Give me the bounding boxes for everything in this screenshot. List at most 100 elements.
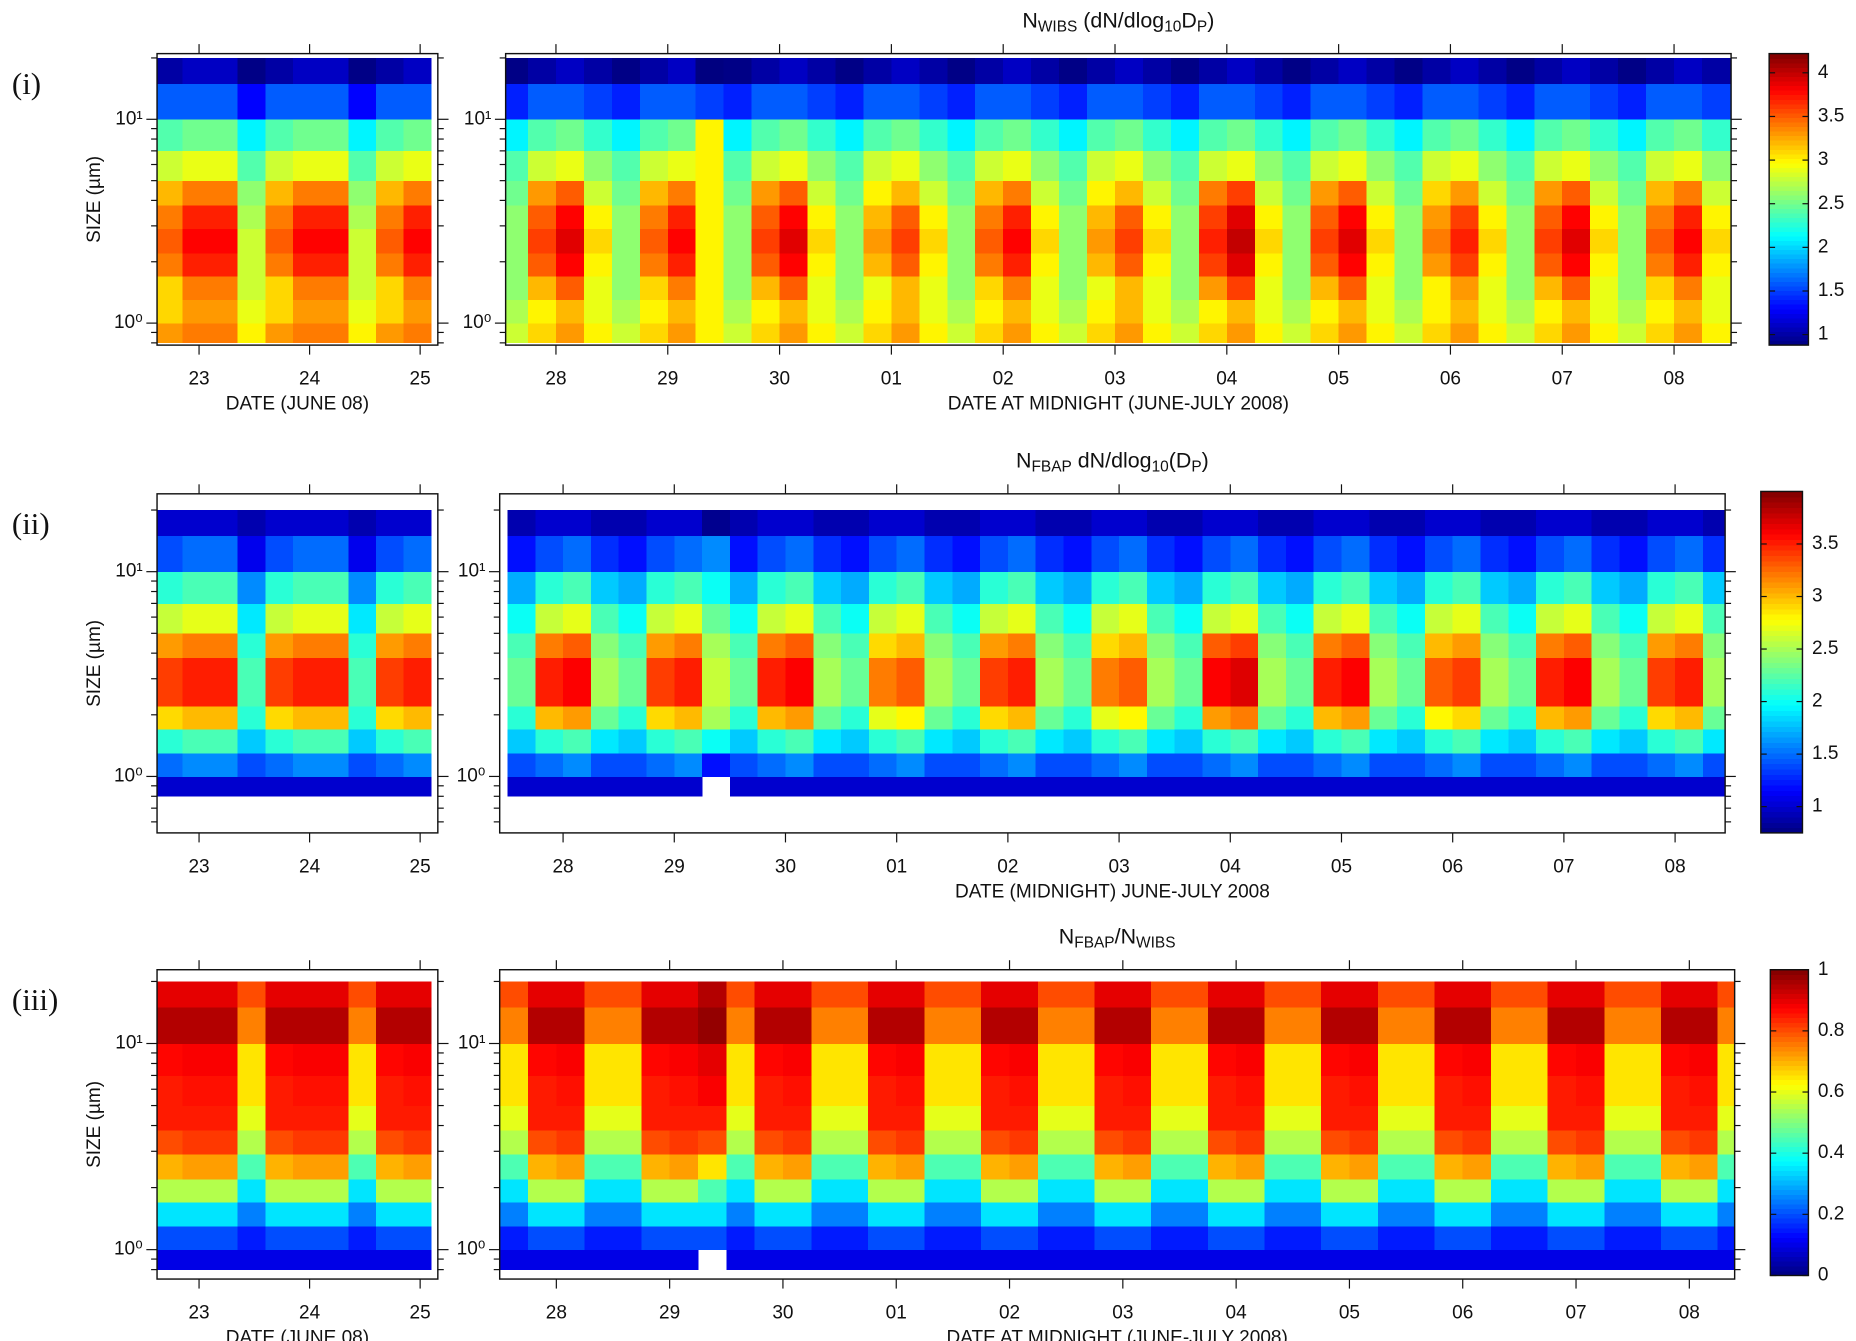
heatmap-cell xyxy=(811,1007,840,1044)
axes-frame xyxy=(498,493,1726,834)
heatmap-cell xyxy=(1702,323,1731,344)
heatmap-cell xyxy=(1321,981,1350,1008)
heatmap-cell xyxy=(726,1007,755,1044)
heatmap-cell xyxy=(1406,1075,1435,1106)
heatmap-cell xyxy=(293,981,322,1008)
heatmap-cell xyxy=(1091,571,1120,604)
heatmap-cell xyxy=(1091,510,1120,536)
title-part: dN/dlog xyxy=(1072,448,1152,472)
heatmap-cell xyxy=(210,633,239,659)
heatmap-cell xyxy=(1547,1007,1577,1044)
heatmap-cell xyxy=(157,1249,183,1270)
heatmap-cell xyxy=(1491,1007,1520,1044)
heatmap-cell xyxy=(611,253,641,277)
heatmap-cell xyxy=(1366,204,1395,230)
heatmap-cell xyxy=(403,1075,432,1106)
heatmap-cell xyxy=(1338,276,1367,301)
colorbar-step xyxy=(1769,203,1809,210)
x-tick-label: 28 xyxy=(545,369,566,390)
colorbar-step xyxy=(1760,550,1803,557)
colorbar-step xyxy=(1760,784,1803,791)
heatmap-cell xyxy=(499,1249,529,1270)
heatmap-cell xyxy=(1059,83,1088,120)
x-tick-label: 23 xyxy=(188,1303,209,1324)
heatmap-cell xyxy=(751,150,780,182)
heatmap-cell xyxy=(754,981,784,1008)
heatmap-cell xyxy=(1480,657,1509,683)
heatmap-cell xyxy=(667,204,697,230)
heatmap-cell xyxy=(182,729,211,754)
heatmap-cell xyxy=(1009,1154,1039,1180)
heatmap-cell xyxy=(348,1007,377,1044)
heatmap-cell xyxy=(811,1154,840,1180)
title-part: WIBS xyxy=(1038,19,1078,36)
heatmap-cell xyxy=(1491,1105,1520,1131)
heatmap-cell xyxy=(1675,681,1704,707)
heatmap-cell xyxy=(1122,981,1152,1008)
title-part: (dN/dlog xyxy=(1077,8,1164,32)
heatmap-cell xyxy=(1674,150,1703,182)
heatmap-cell xyxy=(841,706,870,730)
heatmap-cell xyxy=(528,83,557,120)
heatmap-cell xyxy=(375,1007,404,1044)
title-part: 10 xyxy=(1152,459,1169,476)
heatmap-cell xyxy=(1491,1179,1520,1203)
heatmap-cell xyxy=(612,1154,642,1180)
heatmap-cell xyxy=(924,1105,954,1131)
heatmap-cell xyxy=(1202,633,1231,659)
heatmap-cell xyxy=(867,1007,897,1044)
heatmap-cell xyxy=(1536,510,1565,536)
heatmap-cell xyxy=(1264,1249,1294,1270)
heatmap-cell xyxy=(265,729,294,754)
heatmap-cell xyxy=(785,729,814,754)
heatmap-cell xyxy=(1059,299,1088,324)
heatmap-cell xyxy=(1397,776,1426,797)
heatmap-cell xyxy=(320,1202,349,1227)
heatmap-cell xyxy=(265,1007,294,1044)
heatmap-cell xyxy=(157,276,183,301)
heatmap-cell xyxy=(867,1043,897,1076)
heatmap-cell xyxy=(320,535,349,573)
heatmap-cell xyxy=(1122,1075,1152,1106)
heatmap-cell xyxy=(1066,1130,1095,1155)
heatmap-cell xyxy=(157,729,183,754)
colorbar-step xyxy=(1770,1208,1809,1214)
heatmap-cell xyxy=(726,1105,755,1131)
heatmap-cell xyxy=(1122,1130,1152,1155)
heatmap-cell xyxy=(1519,1007,1549,1044)
heatmap-cell xyxy=(1142,323,1172,344)
heatmap-cell xyxy=(584,1075,614,1106)
heatmap-cell xyxy=(1349,1130,1379,1155)
heatmap-cell xyxy=(1534,253,1563,277)
heatmap-cell xyxy=(1310,276,1339,301)
heatmap-cell xyxy=(157,180,183,206)
heatmap-cell xyxy=(952,657,981,683)
heatmap-cell xyxy=(868,571,898,604)
heatmap-cell xyxy=(729,657,759,683)
colorbar-step xyxy=(1769,158,1809,164)
heatmap-cell xyxy=(952,981,982,1008)
heatmap-cell xyxy=(1063,706,1092,730)
heatmap-cell xyxy=(1282,83,1312,120)
heatmap-cell xyxy=(375,681,404,707)
heatmap-cell xyxy=(1142,253,1172,277)
heatmap-cell xyxy=(1506,228,1535,254)
heatmap-cell xyxy=(1313,776,1342,797)
chart-title: NWIBS (dN/dlog10DP) xyxy=(1022,8,1214,35)
heatmap-cell xyxy=(293,571,322,604)
heatmap-cell xyxy=(1547,1105,1577,1131)
colorbar-step xyxy=(1760,774,1803,781)
colorbar-step xyxy=(1770,1007,1809,1014)
heatmap-cell xyxy=(1366,150,1395,182)
heatmap-cell xyxy=(1702,57,1731,84)
colorbar-step xyxy=(1769,208,1809,214)
heatmap-cell xyxy=(1230,603,1259,634)
colorbar-step xyxy=(1760,742,1803,749)
heatmap-cell xyxy=(1292,1007,1322,1044)
heatmap-cell xyxy=(157,1226,183,1251)
heatmap-cell xyxy=(779,204,808,230)
heatmap-cell xyxy=(1590,119,1619,152)
colorbar-step xyxy=(1769,240,1809,246)
heatmap-cell xyxy=(1452,571,1481,604)
heatmap-cell xyxy=(641,1154,670,1180)
